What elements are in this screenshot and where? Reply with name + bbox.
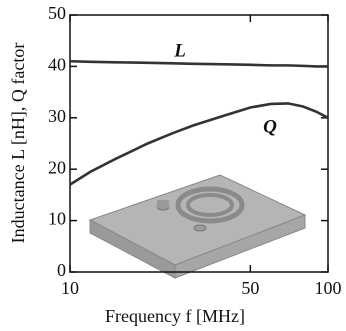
y-tick-label: 30 <box>48 106 66 126</box>
series-label: L <box>173 40 186 61</box>
y-tick-label: 20 <box>48 157 66 177</box>
x-tick-label: 10 <box>61 278 79 298</box>
x-axis-label: Frequency f [MHz] <box>105 306 245 326</box>
series-label: Q <box>263 116 277 137</box>
chart: Frequency f [MHz] Inductance L [nH], Q f… <box>0 0 346 331</box>
y-tick-label: 10 <box>48 209 66 229</box>
inset-illustration <box>90 175 305 278</box>
x-tick-label: 100 <box>315 278 342 298</box>
line-series <box>70 103 328 184</box>
y-tick-label: 0 <box>57 260 66 280</box>
x-tick-label: 50 <box>241 278 259 298</box>
y-tick-label: 50 <box>48 3 66 23</box>
y-tick-label: 40 <box>48 55 66 75</box>
y-axis-label: Inductance L [nH], Q factor <box>8 43 28 244</box>
line-series <box>70 61 328 66</box>
